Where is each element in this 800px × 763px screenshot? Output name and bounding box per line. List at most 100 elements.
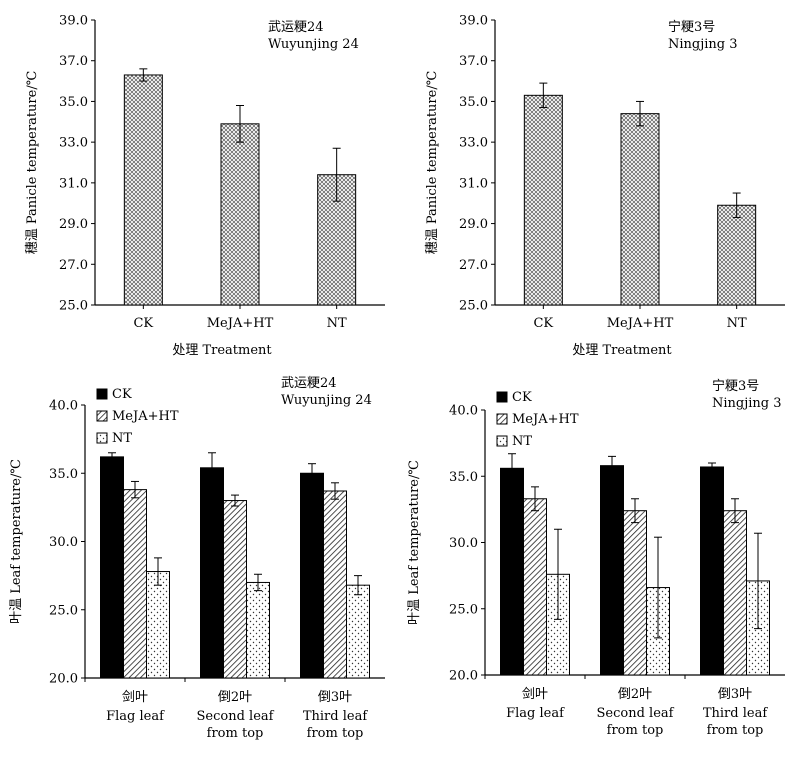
- y-tick-label: 25.0: [459, 299, 488, 314]
- x-category-label-cn: 剑叶: [122, 689, 148, 705]
- legend-swatch: [496, 413, 508, 425]
- y-tick-label: 20.0: [449, 669, 478, 684]
- legend-swatch: [96, 388, 108, 400]
- cultivar-name-cn: 武运粳24: [281, 376, 337, 391]
- x-axis-title: 处理 Treatment: [172, 343, 272, 358]
- cultivar-name-en: Wuyunjing 24: [281, 393, 372, 408]
- y-tick-label: 25.0: [49, 603, 78, 618]
- bar-meja-ht: [123, 489, 147, 679]
- chart-svg: 25.0 27.0 29.0 31.0 33.0 35.0 37.0 39.0 CK MeJA+H…: [425, 14, 785, 358]
- y-axis-title: 叶温 Leaf temperature/℃: [407, 460, 422, 625]
- x-category-label-en: Third leaf: [303, 709, 368, 724]
- cultivar-name-en: Wuyunjing 24: [268, 37, 359, 52]
- chart-panel-leaf-ningjing: 20.0 25.0 30.0 35.0 40.0 剑叶 Flag leaf 倒2叶 Second…: [400, 365, 800, 759]
- x-category-label-en: Third leaf: [703, 706, 768, 721]
- y-tick-label: 40.0: [449, 404, 478, 419]
- bar-ck: [200, 467, 224, 679]
- y-tick-label: 27.0: [459, 258, 488, 273]
- cultivar-name-en: Ningjing 3: [668, 37, 738, 52]
- bar-ck: [300, 472, 324, 679]
- y-tick-label: 33.0: [459, 136, 488, 151]
- y-axis-title: 穗温 Panicle temperature/℃: [25, 71, 40, 255]
- legend-label: NT: [112, 431, 132, 446]
- x-category-label: CK: [533, 316, 553, 331]
- y-tick-label: 29.0: [59, 217, 88, 232]
- bar-ck: [500, 467, 524, 676]
- y-tick-label: 37.0: [59, 54, 88, 69]
- chart-panel-panicle-wuyunjing: 25.0 27.0 29.0 31.0 33.0 35.0 37.0 39.0 CK MeJA+H…: [0, 0, 400, 365]
- y-tick-label: 39.0: [59, 14, 88, 29]
- bar-nt: [346, 584, 370, 679]
- legend-label: MeJA+HT: [112, 409, 179, 424]
- x-category-label: NT: [727, 316, 747, 331]
- chart-svg: 25.0 27.0 29.0 31.0 33.0 35.0 37.0 39.0 CK MeJA+H…: [25, 14, 385, 358]
- y-tick-label: 35.0: [459, 95, 488, 110]
- y-tick-label: 20.0: [49, 672, 78, 687]
- x-category-label-en: Flag leaf: [106, 709, 165, 724]
- bar-nt: [146, 571, 170, 679]
- cultivar-name-cn: 武运粳24: [268, 20, 324, 35]
- bar-meja-ht: [523, 498, 547, 676]
- y-tick-label: 30.0: [49, 535, 78, 550]
- y-tick-label: 33.0: [59, 136, 88, 151]
- y-tick-label: 25.0: [449, 602, 478, 617]
- x-category-label: NT: [327, 316, 347, 331]
- y-tick-label: 30.0: [449, 536, 478, 551]
- y-tick-label: 27.0: [59, 258, 88, 273]
- y-tick-label: 40.0: [49, 399, 78, 414]
- bar-ck: [523, 94, 563, 306]
- bar-ck: [123, 74, 163, 306]
- x-category-label: MeJA+HT: [607, 316, 674, 331]
- y-tick-label: 31.0: [459, 176, 488, 191]
- bar-nt: [717, 204, 757, 306]
- bar-meja-ht: [623, 510, 647, 676]
- y-tick-label: 35.0: [449, 470, 478, 485]
- chart-svg: 20.0 25.0 30.0 35.0 40.0 剑叶 Flag leaf 倒2叶 Second…: [9, 376, 385, 741]
- bar-meja-ht: [223, 500, 247, 679]
- x-category-label-en: from top: [207, 726, 264, 741]
- x-category-label: CK: [133, 316, 153, 331]
- x-category-label-en: Flag leaf: [506, 706, 565, 721]
- legend-swatch: [96, 410, 108, 422]
- x-axis-title: 处理 Treatment: [572, 343, 672, 358]
- legend-label: CK: [512, 390, 532, 405]
- x-category-label: MeJA+HT: [207, 316, 274, 331]
- y-tick-label: 39.0: [459, 14, 488, 29]
- y-tick-label: 37.0: [459, 54, 488, 69]
- x-category-label-en: from top: [307, 726, 364, 741]
- chart-svg: 20.0 25.0 30.0 35.0 40.0 剑叶 Flag leaf 倒2叶 Second…: [407, 378, 785, 738]
- x-category-label-cn: 倒2叶: [218, 690, 252, 705]
- y-tick-label: 29.0: [459, 217, 488, 232]
- x-category-label-en: from top: [607, 723, 664, 738]
- bar-ck: [100, 456, 124, 679]
- x-category-label-en: Second leaf: [597, 706, 675, 721]
- x-category-label-en: from top: [707, 723, 764, 738]
- cultivar-name-en: Ningjing 3: [712, 396, 782, 411]
- legend-label: NT: [512, 434, 532, 449]
- legend-label: MeJA+HT: [512, 412, 579, 427]
- cultivar-name-cn: 宁粳3号: [668, 19, 715, 35]
- bar-meja-ht: [620, 113, 660, 306]
- x-category-label-cn: 倒3叶: [318, 690, 352, 705]
- y-tick-label: 35.0: [49, 467, 78, 482]
- y-tick-label: 35.0: [59, 95, 88, 110]
- x-category-label-cn: 剑叶: [522, 686, 548, 702]
- legend-swatch: [496, 435, 508, 447]
- bar-meja-ht: [220, 123, 260, 306]
- y-tick-label: 31.0: [59, 176, 88, 191]
- legend-swatch: [96, 432, 108, 444]
- legend-label: CK: [112, 387, 132, 402]
- x-category-label-cn: 倒3叶: [718, 687, 752, 702]
- x-category-label-en: Second leaf: [197, 709, 275, 724]
- bar-nt: [246, 581, 270, 679]
- bar-ck: [600, 465, 624, 676]
- x-category-label-cn: 倒2叶: [618, 687, 652, 702]
- y-axis-title: 穗温 Panicle temperature/℃: [425, 71, 440, 255]
- bar-meja-ht: [723, 510, 747, 676]
- cultivar-name-cn: 宁粳3号: [712, 378, 759, 394]
- bar-meja-ht: [323, 490, 347, 679]
- y-tick-label: 25.0: [59, 299, 88, 314]
- bar-ck: [700, 466, 724, 676]
- chart-panel-leaf-wuyunjing: 20.0 25.0 30.0 35.0 40.0 剑叶 Flag leaf 倒2叶 Second…: [0, 365, 400, 759]
- chart-panel-panicle-ningjing: 25.0 27.0 29.0 31.0 33.0 35.0 37.0 39.0 CK MeJA+H…: [400, 0, 800, 365]
